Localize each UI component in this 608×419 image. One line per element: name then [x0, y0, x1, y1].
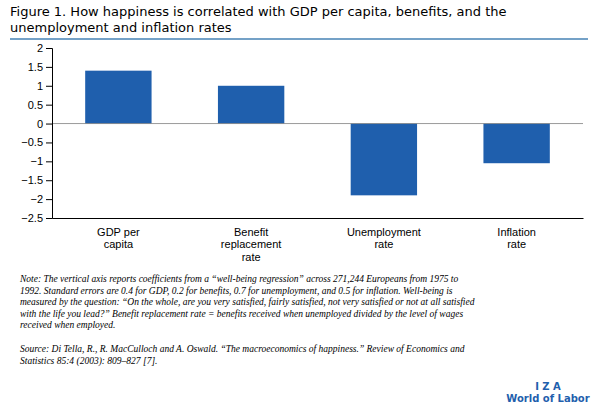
- logo: I Z AWorld of Labor: [506, 381, 589, 404]
- title: Figure 1. How happiness is correlated wi…: [10, 4, 506, 35]
- zero-line: [52, 123, 583, 124]
- x-tick-label: GDP percapita: [97, 226, 140, 251]
- title-underline: [10, 38, 588, 40]
- y-tick: 1.5: [28, 61, 52, 73]
- y-tick-mark: [46, 124, 52, 125]
- bar: [85, 71, 151, 124]
- chart: Figure 1. How happiness is correlated wi…: [0, 0, 608, 419]
- x-tick: Unemploymentrate: [347, 218, 421, 250]
- source: Source: Di Tella, R., R. MacCulloch and …: [20, 344, 465, 367]
- y-tick-mark: [46, 161, 52, 162]
- x-tick-label: Unemploymentrate: [347, 226, 421, 251]
- y-tick: −0.5: [21, 136, 52, 148]
- y-tick-mark: [46, 142, 52, 143]
- y-axis: 2 1.5 1 0.5 0 −0.5 −1 −1.5 −2 −2.5: [21, 42, 52, 224]
- y-tick-mark: [46, 199, 52, 200]
- y-tick: 0.5: [28, 99, 52, 111]
- y-tick-label: −2.5: [21, 212, 43, 224]
- x-tick-label: Benefitreplacementrate: [221, 226, 282, 263]
- bar: [351, 124, 417, 196]
- y-tick-label: 0.5: [28, 99, 43, 111]
- x-tick: Inflationrate: [497, 218, 536, 250]
- y-tick-mark: [46, 86, 52, 87]
- bar: [218, 86, 284, 124]
- x-axis: GDP percapita Benefitreplacementrate Unemp…: [53, 218, 584, 263]
- y-tick-label: 0: [37, 118, 43, 130]
- y-tick: −2: [30, 193, 52, 205]
- bar: [483, 124, 549, 164]
- y-tick-label: 1.5: [28, 61, 43, 73]
- y-tick: −2.5: [21, 212, 52, 224]
- y-tick-mark: [46, 48, 52, 49]
- y-tick: 1: [37, 80, 52, 92]
- y-tick-mark: [46, 105, 52, 106]
- y-tick-label: −2: [30, 193, 43, 205]
- y-tick-mark: [46, 218, 52, 219]
- x-tick: Benefitreplacementrate: [221, 218, 282, 263]
- y-tick-label: −1.5: [21, 174, 43, 186]
- y-tick: 2: [37, 42, 52, 54]
- y-tick-label: −1: [30, 155, 43, 167]
- y-tick: −1.5: [21, 174, 52, 186]
- x-tick-label: Inflationrate: [497, 226, 536, 251]
- y-tick: −1: [30, 155, 52, 167]
- y-tick-label: −0.5: [21, 136, 43, 148]
- y-tick-mark: [46, 180, 52, 181]
- note: Note: The vertical axis reports coeffici…: [19, 274, 475, 330]
- y-tick-label: 2: [37, 42, 43, 54]
- y-axis-line: [46, 49, 53, 219]
- bars: [85, 71, 550, 196]
- x-tick: GDP percapita: [97, 218, 140, 250]
- y-tick-label: 1: [37, 80, 43, 92]
- y-tick: 0: [37, 118, 52, 130]
- x-axis-line: [53, 218, 584, 219]
- y-tick-mark: [46, 67, 52, 68]
